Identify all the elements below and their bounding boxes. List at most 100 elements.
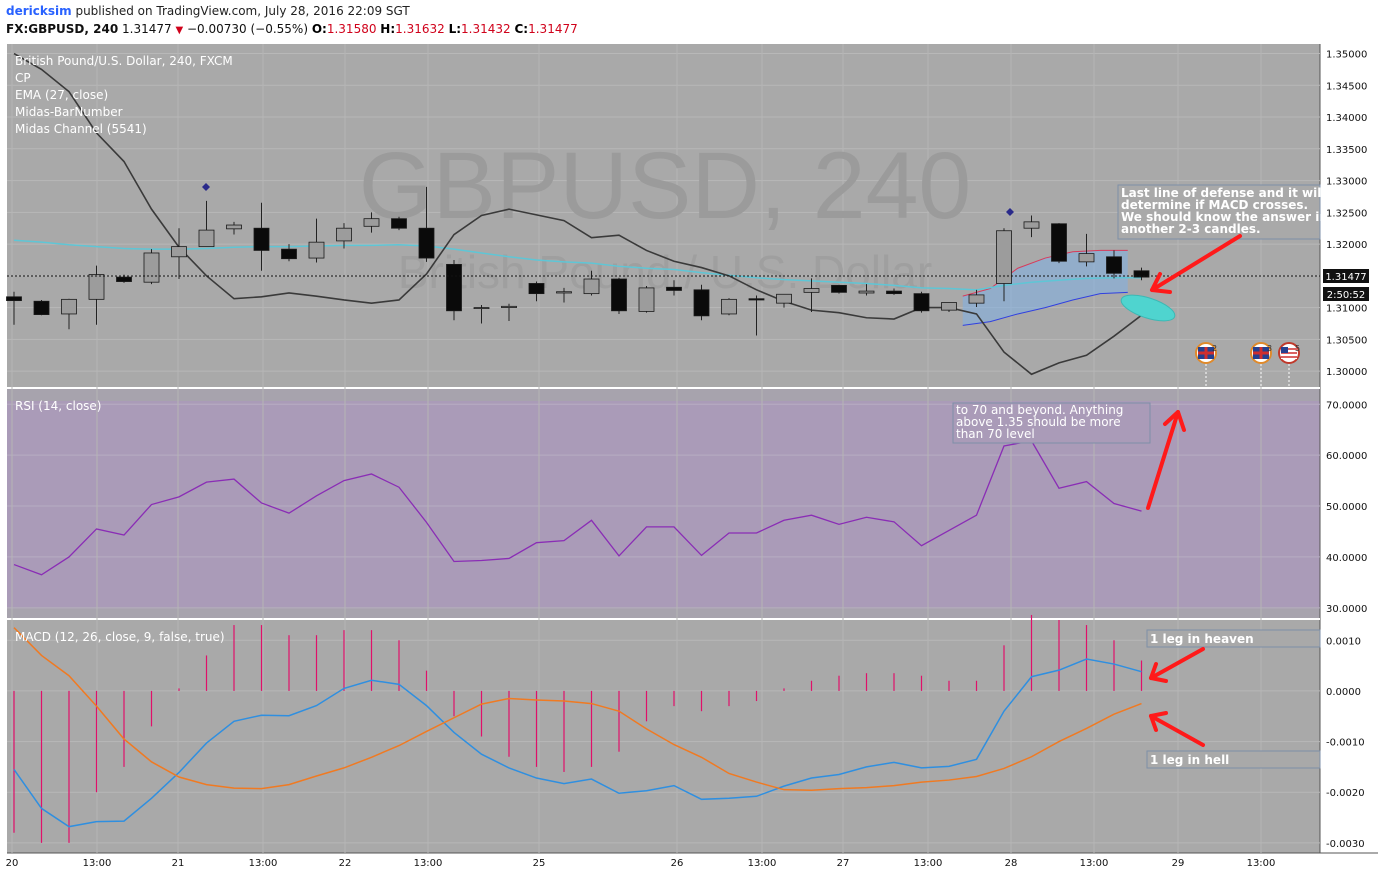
time-tick-label: 20 — [6, 858, 19, 869]
price-note-line: another 2-3 candles. — [1121, 222, 1261, 236]
publish-line: dericksim published on TradingView.com, … — [6, 4, 410, 18]
channel-band — [962, 250, 1128, 326]
price-note-box[interactable] — [1117, 184, 1321, 240]
arrow-price — [1150, 234, 1242, 294]
rsi-tick-label: 50.0000 — [1326, 502, 1367, 513]
legend-macd[interactable]: MACD (12, 26, close, 9, false, true) — [15, 630, 225, 644]
candle-body — [61, 298, 77, 315]
macd-pane[interactable] — [7, 620, 1320, 853]
macd-tick-label: -0.0030 — [1326, 839, 1365, 850]
bar-number-marker — [1006, 208, 1014, 216]
candle-body — [1133, 270, 1150, 278]
legend-cp[interactable]: CP — [15, 71, 31, 85]
candle-body — [721, 298, 737, 315]
candle-body — [363, 218, 380, 227]
price-tick-label: 1.30500 — [1326, 335, 1367, 346]
event-flag-gb[interactable]: 2 — [1195, 342, 1217, 388]
macd-top-note: 1 leg in heaven — [1150, 632, 1254, 646]
channel-upper — [962, 249, 1128, 297]
price-tick-label: 1.32000 — [1326, 240, 1367, 251]
macd-top-note-box[interactable] — [1146, 629, 1321, 648]
candle-body — [33, 300, 50, 315]
candle-body — [226, 224, 242, 230]
candle-body — [886, 290, 902, 295]
price-pane[interactable] — [7, 44, 1320, 387]
close-value: 1.31477 — [528, 22, 578, 36]
time-tick-label: 13:00 — [1247, 858, 1276, 869]
rsi-line — [13, 440, 1142, 576]
legend-midas-channel[interactable]: Midas Channel (5541) — [15, 122, 147, 136]
arrow-macd-bottom — [1149, 711, 1205, 747]
candle-body — [1106, 256, 1122, 274]
symbol-line: FX:GBPUSD, 240 1.31477 ▼ −0.00730 (−0.55… — [6, 22, 578, 36]
price-tick-label: 1.31000 — [1326, 304, 1367, 315]
rsi-note-box[interactable] — [952, 402, 1151, 444]
signal-line — [13, 627, 1142, 791]
candle-body — [748, 298, 765, 301]
down-arrow-icon: ▼ — [175, 25, 184, 36]
price-tick-label: 1.34000 — [1326, 113, 1367, 124]
legend-symbol[interactable]: British Pound/U.S. Dollar, 240, FXCM — [15, 54, 233, 68]
rsi-tick-label: 30.0000 — [1326, 604, 1367, 615]
macd-series — [13, 614, 1143, 843]
current-price-label: 1.31477 — [1325, 272, 1366, 283]
candle-body — [6, 296, 22, 302]
candle-body — [281, 248, 297, 260]
time-tick-label: 13:00 — [83, 858, 112, 869]
event-flag-gb[interactable]: 3 — [1250, 342, 1272, 388]
candle-body — [528, 283, 545, 295]
candle-body — [803, 288, 820, 293]
candle-body — [308, 241, 325, 259]
grid — [7, 44, 1320, 853]
candle-body — [831, 284, 847, 293]
price-tick-label: 1.32500 — [1326, 208, 1367, 219]
rsi-path — [13, 440, 1142, 576]
time-tick-label: 13:00 — [249, 858, 278, 869]
high-value: 1.31632 — [395, 22, 445, 36]
candle-body — [666, 286, 682, 291]
watermark-symbol: GBPUSD, 240 — [359, 133, 972, 239]
event-flag-us[interactable]: 5 — [1278, 342, 1300, 388]
candle-body — [1023, 221, 1040, 229]
channel-lower — [962, 291, 1128, 326]
event-count: 2 — [1212, 344, 1217, 353]
legend-ema[interactable]: EMA (27, close) — [15, 88, 108, 102]
price-axis-area[interactable] — [1320, 44, 1378, 854]
rsi-note-line: to 70 and beyond. Anything — [956, 403, 1123, 417]
low-label: L: — [448, 22, 462, 36]
candle-body — [1051, 223, 1067, 262]
high-label: H: — [380, 22, 396, 36]
macd-tick-label: -0.0010 — [1326, 738, 1365, 749]
macd-bottom-note-box[interactable] — [1146, 750, 1321, 769]
macd-tick-label: -0.0020 — [1326, 788, 1365, 799]
legend-rsi[interactable]: RSI (14, close) — [15, 399, 101, 413]
time-tick-label: 25 — [533, 858, 546, 869]
candle-body — [171, 246, 187, 258]
countdown-tag — [1323, 287, 1369, 301]
bar-number-marker — [202, 183, 210, 191]
time-tick-label: 13:00 — [914, 858, 943, 869]
ema-line — [13, 239, 1142, 291]
candle-body — [583, 278, 600, 295]
candle-body — [198, 229, 215, 248]
arrow-macd-top — [1149, 647, 1205, 683]
candle-body — [913, 293, 930, 312]
highlight-ellipse — [1120, 294, 1176, 322]
time-tick-label: 28 — [1005, 858, 1018, 869]
time-tick-label: 13:00 — [1080, 858, 1109, 869]
open-value: 1.31580 — [326, 22, 377, 36]
candle-body — [1078, 253, 1095, 263]
macd-tick-label: 0.0000 — [1326, 687, 1361, 698]
time-tick-label: 13:00 — [748, 858, 777, 869]
price-tick-label: 1.33000 — [1326, 177, 1367, 188]
current-price-tag — [1323, 269, 1369, 283]
time-tick-label: 29 — [1172, 858, 1185, 869]
legend-midas-barnumber[interactable]: Midas-BarNumber — [15, 105, 123, 119]
candle-body — [116, 276, 132, 282]
price-note-line: determine if MACD crosses. — [1121, 198, 1308, 212]
time-tick-label: 27 — [837, 858, 850, 869]
candle-body — [418, 227, 435, 259]
author-link[interactable]: dericksim — [6, 4, 72, 18]
chart-header: dericksim published on TradingView.com, … — [0, 0, 1378, 42]
